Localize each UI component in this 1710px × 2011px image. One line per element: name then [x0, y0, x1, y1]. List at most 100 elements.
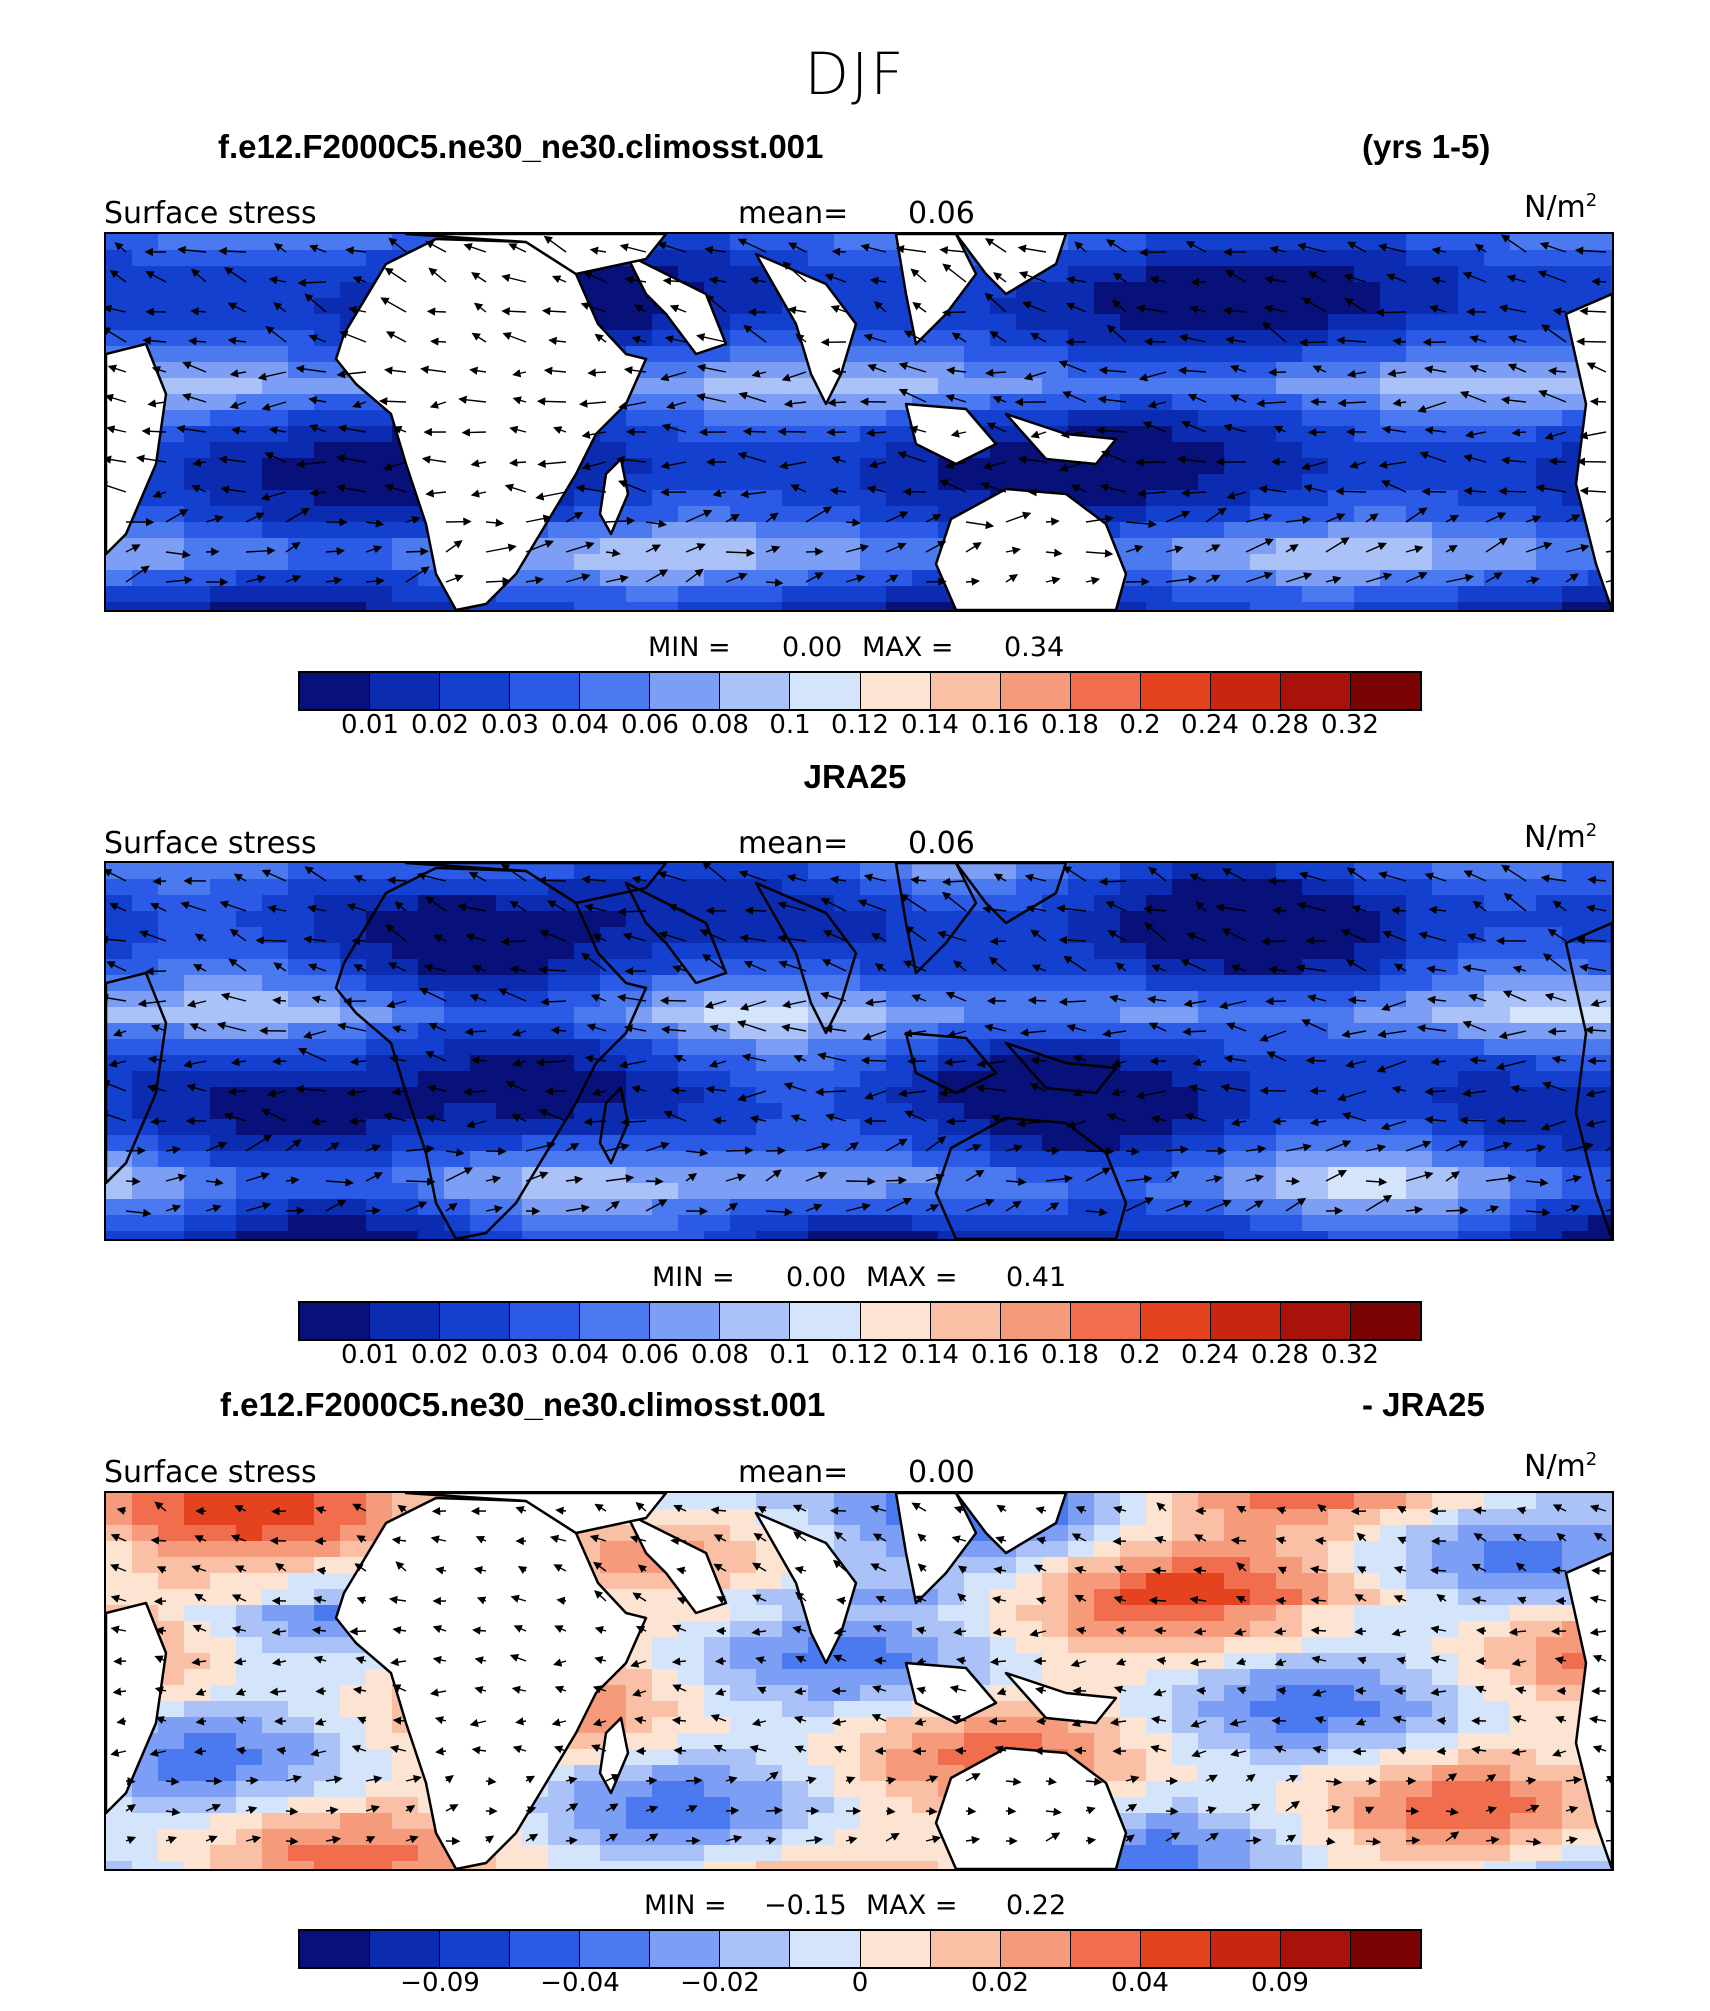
field-cell — [808, 975, 835, 992]
field-cell — [1276, 1573, 1303, 1590]
field-cell — [288, 330, 315, 347]
field-cell — [366, 426, 393, 443]
field-cell — [1224, 586, 1251, 603]
field-cell — [938, 1621, 965, 1638]
field-cell — [1536, 250, 1563, 267]
field-cell — [470, 1151, 497, 1168]
field-cell — [1068, 895, 1095, 912]
field-cell — [1276, 911, 1303, 928]
field-cell — [1354, 1733, 1381, 1750]
field-cell — [886, 490, 913, 507]
field-cell — [1146, 602, 1173, 610]
field-cell — [652, 1701, 679, 1718]
field-cell — [1432, 879, 1459, 896]
field-cell — [1068, 394, 1095, 411]
field-cell — [600, 298, 627, 315]
field-cell — [1016, 1733, 1043, 1750]
field-cell — [262, 1733, 289, 1750]
stress-vector-arrow — [1185, 241, 1207, 253]
field-cell — [314, 1525, 341, 1542]
field-cell — [314, 282, 341, 299]
field-cell — [1458, 1557, 1485, 1574]
stress-vector-arrow — [1178, 333, 1207, 343]
field-cell — [1198, 538, 1225, 555]
field-cell — [288, 1781, 315, 1798]
field-cell — [886, 1621, 913, 1638]
field-cell — [1250, 863, 1277, 880]
field-cell — [652, 1733, 679, 1750]
stress-vector-arrow — [738, 391, 767, 403]
field-cell — [1354, 1071, 1381, 1088]
colorbar-swatch — [1210, 673, 1281, 709]
field-cell — [1380, 1621, 1407, 1638]
stress-vector-arrow — [1308, 271, 1327, 283]
field-cell — [236, 1781, 263, 1798]
field-cell — [1224, 1541, 1251, 1558]
field-cell — [574, 1007, 601, 1024]
field-cell — [1302, 991, 1329, 1008]
field-cell — [1120, 1733, 1147, 1750]
field-cell — [392, 975, 419, 992]
field-cell — [1198, 1119, 1225, 1136]
field-cell — [1042, 1541, 1069, 1558]
field-cell — [574, 1151, 601, 1168]
field-cell — [444, 879, 471, 896]
field-cell — [782, 1685, 809, 1702]
stress-vector-arrow — [1256, 399, 1287, 408]
field-cell — [1016, 1151, 1043, 1168]
field-cell — [1068, 911, 1095, 928]
field-cell — [236, 474, 263, 491]
field-cell — [184, 1023, 211, 1040]
field-cell — [1120, 1167, 1147, 1184]
field-cell — [106, 602, 133, 610]
stress-vector-arrow — [1424, 365, 1447, 374]
stress-vector-arrow — [944, 460, 967, 470]
field-cell — [1380, 1637, 1407, 1654]
field-cell — [678, 1493, 705, 1510]
field-cell — [1094, 1637, 1121, 1654]
field-cell — [1042, 1637, 1069, 1654]
field-cell — [704, 1781, 731, 1798]
field-cell — [1250, 1573, 1277, 1590]
field-cell — [1068, 1167, 1095, 1184]
field-cell — [288, 426, 315, 443]
field-cell — [782, 1215, 809, 1232]
field-cell — [158, 1765, 185, 1782]
stress-vector-arrow — [696, 393, 727, 403]
field-cell — [1354, 879, 1381, 896]
field-cell — [1432, 1717, 1459, 1734]
field-cell — [288, 1717, 315, 1734]
field-cell — [1302, 506, 1329, 523]
field-cell — [1146, 314, 1173, 331]
field-cell — [1458, 1749, 1485, 1766]
field-cell — [1562, 1167, 1589, 1184]
field-cell — [1328, 490, 1355, 507]
field-cell — [1432, 1087, 1459, 1104]
field-cell — [834, 442, 861, 459]
field-cell — [1276, 1541, 1303, 1558]
field-cell — [1354, 346, 1381, 363]
stress-vector-arrow — [384, 483, 407, 493]
field-cell — [1094, 959, 1121, 976]
field-cell — [366, 1797, 393, 1814]
field-cell — [1328, 234, 1355, 251]
field-cell — [1146, 911, 1173, 928]
field-cell — [1354, 314, 1381, 331]
field-cell — [1380, 1557, 1407, 1574]
field-cell — [1120, 602, 1147, 610]
stress-vector-arrow — [1325, 537, 1350, 553]
field-cell — [1276, 314, 1303, 331]
stress-vector-arrow — [1405, 572, 1428, 583]
field-cell — [1224, 1135, 1251, 1152]
field-cell — [1432, 570, 1459, 587]
field-cell — [600, 879, 627, 896]
colorbar-swatch — [370, 1303, 441, 1339]
field-cell — [782, 602, 809, 610]
field-cell — [1484, 298, 1511, 315]
stress-vector-arrow — [471, 272, 487, 283]
stress-vector-arrow — [1485, 572, 1503, 583]
field-cell — [1224, 1781, 1251, 1798]
field-cell — [1588, 911, 1612, 928]
field-cell — [1016, 362, 1043, 379]
field-cell — [1354, 522, 1381, 539]
